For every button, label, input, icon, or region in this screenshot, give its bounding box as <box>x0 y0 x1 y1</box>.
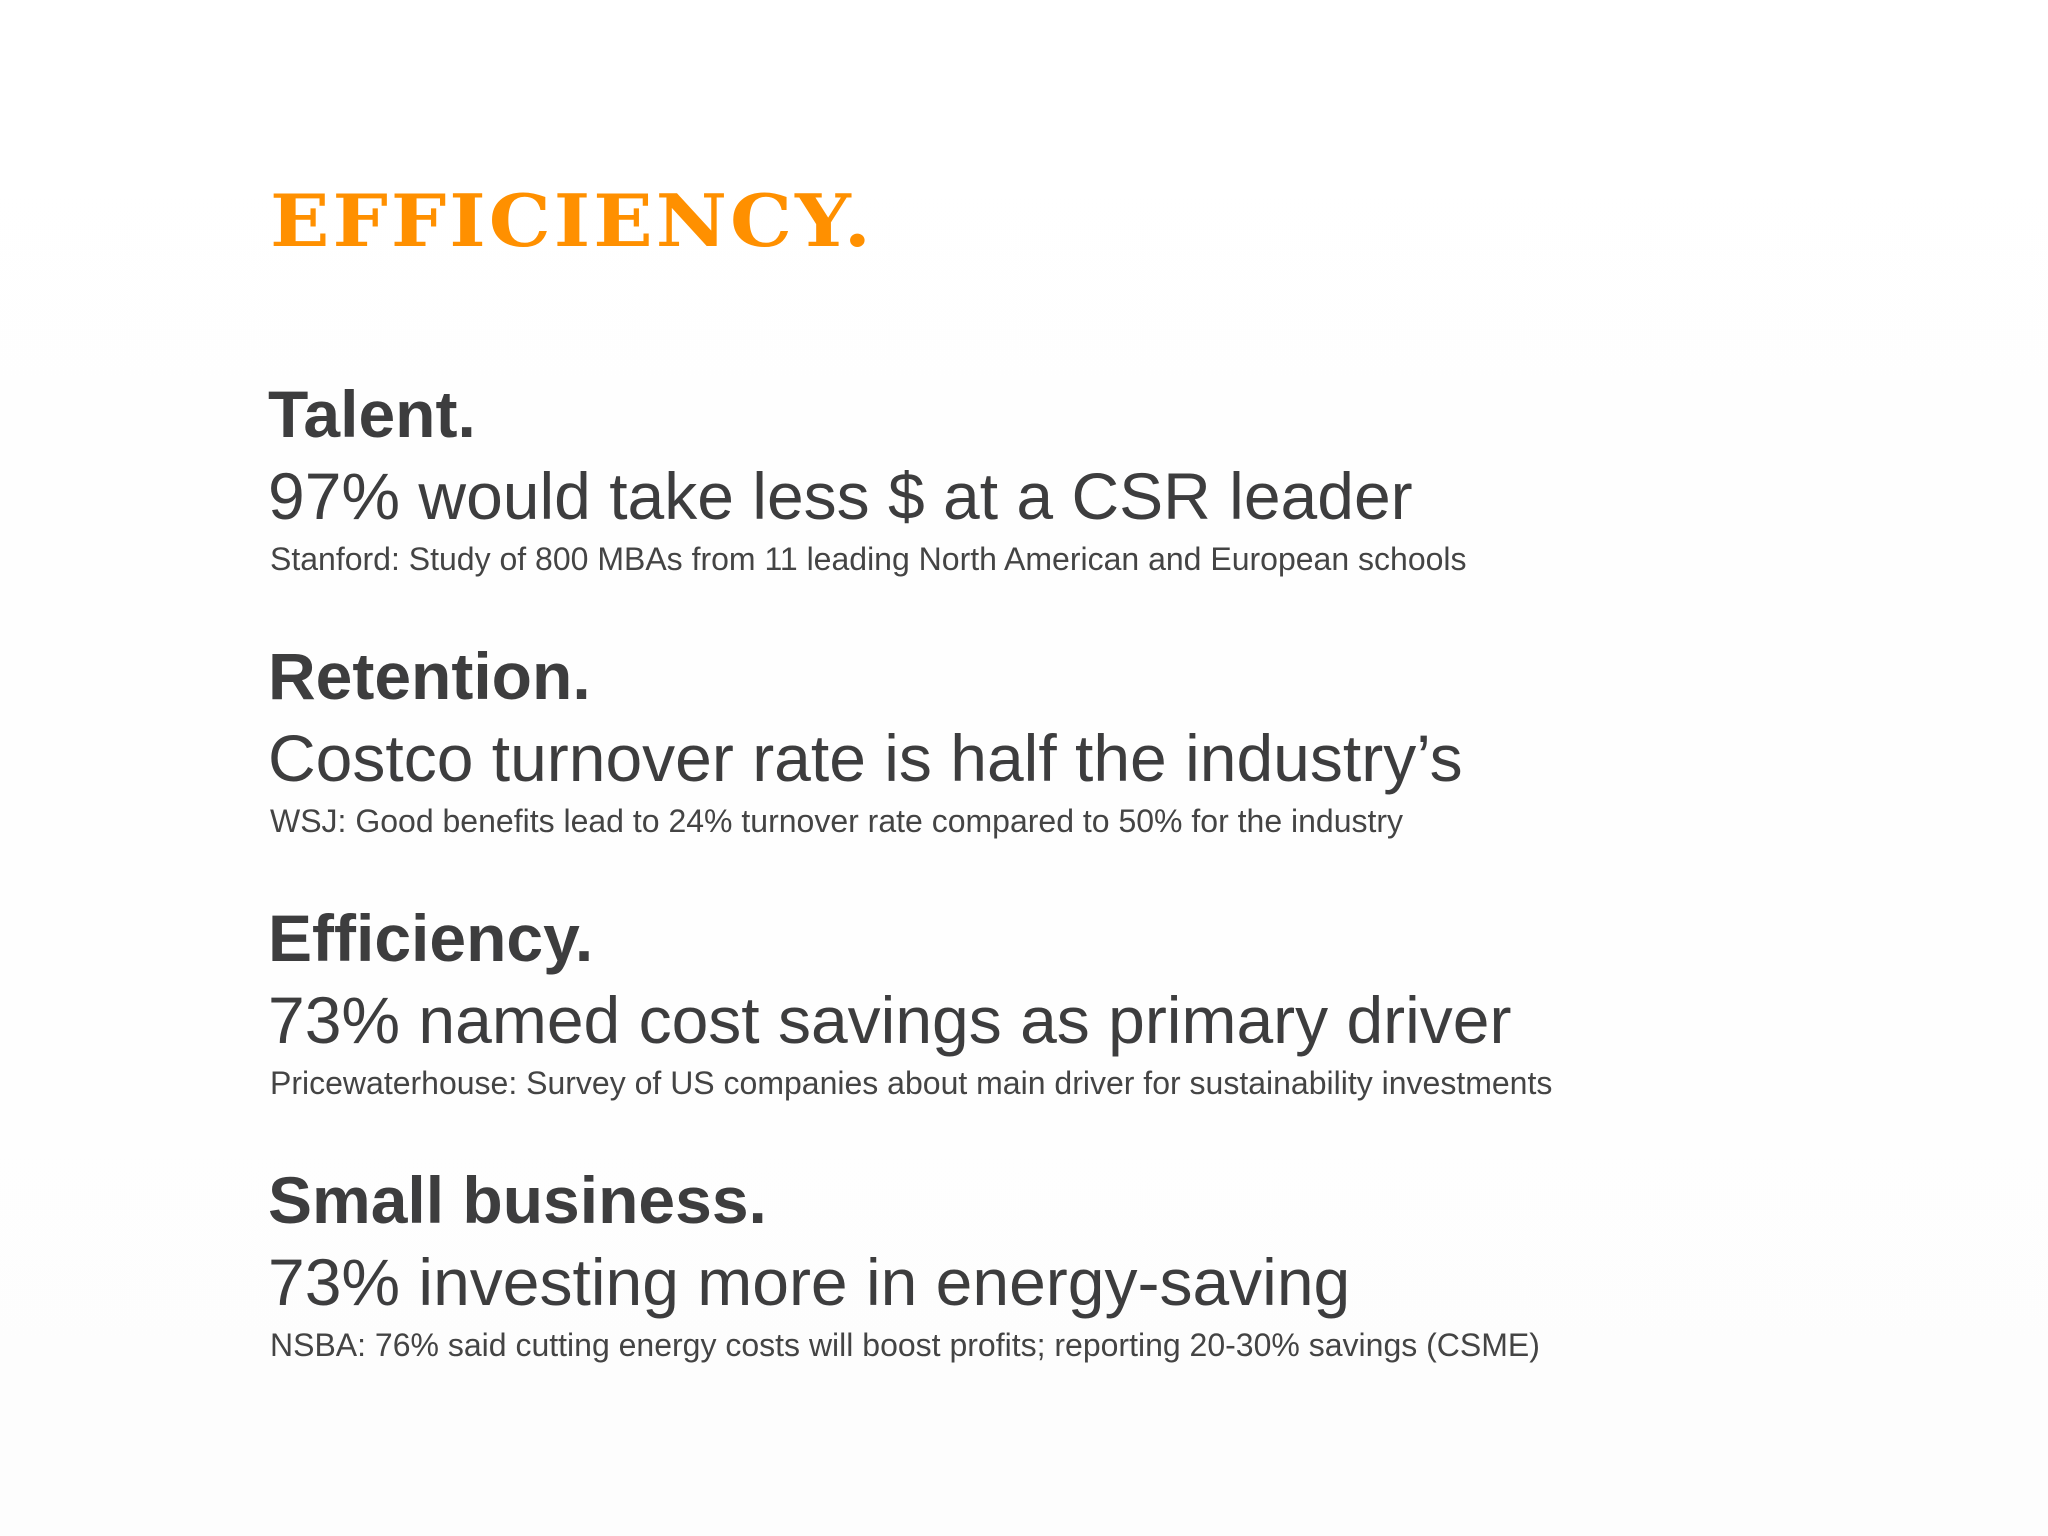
item-stat: 73% investing more in energy-saving <box>268 1245 1351 1319</box>
item-stat: Costco turnover rate is half the industr… <box>268 721 1463 795</box>
item-stat: 73% named cost savings as primary driver <box>268 983 1512 1057</box>
item-source: Pricewaterhouse: Survey of US companies … <box>270 1065 1553 1101</box>
slide-title: EFFICIENCY. <box>270 179 874 264</box>
item-heading: Efficiency. <box>268 901 594 975</box>
item-heading: Retention. <box>268 639 591 713</box>
item-efficiency: Efficiency. 73% named cost savings as pr… <box>268 905 1552 1101</box>
item-talent: Talent. 97% would take less $ at a CSR l… <box>268 381 1467 577</box>
item-source: WSJ: Good benefits lead to 24% turnover … <box>270 803 1404 839</box>
item-heading: Talent. <box>268 377 476 451</box>
item-heading: Small business. <box>268 1163 767 1237</box>
item-stat: 97% would take less $ at a CSR leader <box>268 459 1413 533</box>
item-retention: Retention. Costco turnover rate is half … <box>268 643 1463 839</box>
item-source: Stanford: Study of 800 MBAs from 11 lead… <box>270 541 1467 577</box>
item-small-business: Small business. 73% investing more in en… <box>268 1167 1540 1363</box>
item-source: NSBA: 76% said cutting energy costs will… <box>270 1327 1540 1363</box>
